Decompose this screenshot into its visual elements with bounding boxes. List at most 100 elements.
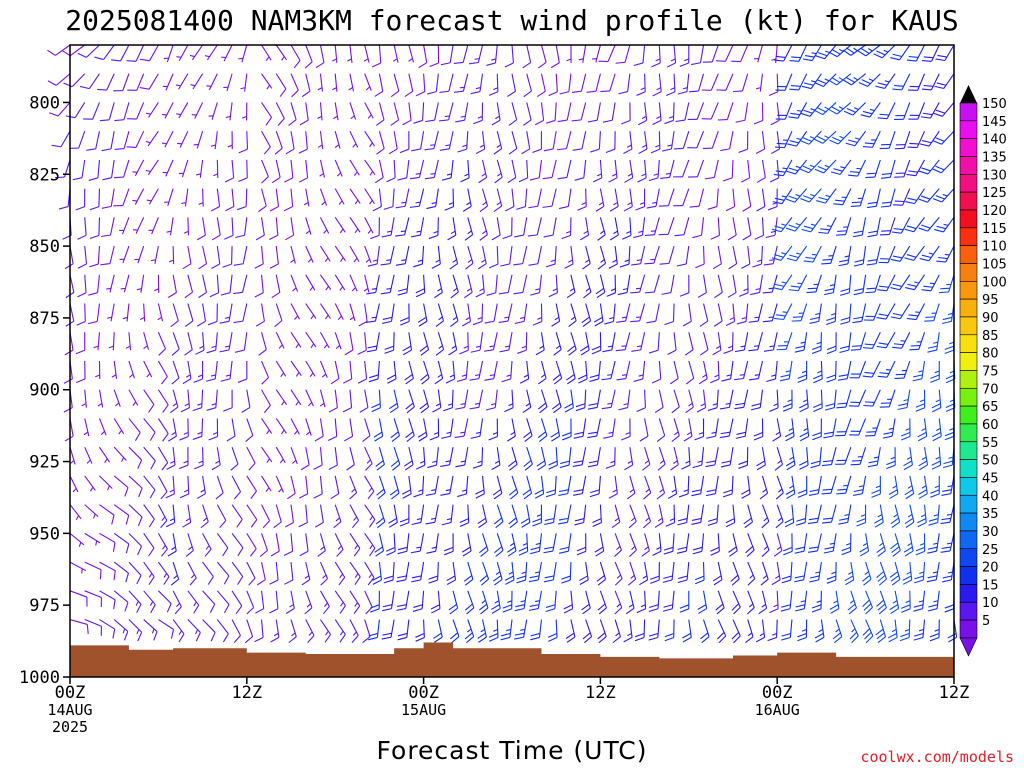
wind-barb xyxy=(113,418,125,435)
wind-barb xyxy=(814,619,825,643)
wind-barb xyxy=(582,619,593,644)
wind-barb xyxy=(589,475,601,498)
wind-barb xyxy=(319,159,325,178)
wind-barb xyxy=(64,332,74,356)
wind-barb xyxy=(715,44,734,62)
credit-text: coolwx.com/models xyxy=(860,748,1014,766)
wind-barb xyxy=(390,418,401,442)
wind-barb xyxy=(538,44,547,69)
wind-barb xyxy=(918,217,940,232)
wind-barb xyxy=(320,245,331,263)
wind-barb xyxy=(728,245,738,270)
wind-barb xyxy=(643,475,652,500)
wind-barb xyxy=(826,360,837,383)
wind-barb xyxy=(246,561,256,586)
wind-barb xyxy=(797,360,808,383)
wind-barb xyxy=(901,590,911,613)
wind-barb xyxy=(477,245,487,270)
wind-barb xyxy=(536,447,547,471)
wind-barb xyxy=(763,332,778,352)
wind-barb xyxy=(678,475,690,498)
wind-barb xyxy=(502,217,513,240)
wind-barb xyxy=(732,73,749,93)
wind-barb xyxy=(766,360,778,383)
colorbar-swatch xyxy=(959,280,978,300)
wind-barb xyxy=(364,245,372,264)
wind-barb xyxy=(722,475,734,498)
wind-barb xyxy=(658,188,675,207)
wind-barb xyxy=(89,217,101,240)
wind-barb xyxy=(317,533,326,557)
wind-barb xyxy=(685,389,694,414)
wind-barb xyxy=(558,188,572,210)
wind-barb xyxy=(772,274,793,291)
wind-barb xyxy=(836,389,852,409)
wind-barb xyxy=(167,533,177,557)
wind-barb xyxy=(908,102,926,120)
wind-barb xyxy=(384,332,395,354)
wind-barb xyxy=(143,418,156,441)
wind-barb xyxy=(788,274,808,292)
colorbar-swatch xyxy=(959,548,978,567)
wind-barb xyxy=(435,332,445,356)
wind-barb xyxy=(61,44,86,57)
wind-barb xyxy=(614,561,623,586)
wind-barb xyxy=(944,590,955,613)
wind-barb xyxy=(461,533,472,557)
wind-barb xyxy=(602,102,616,123)
wind-barb xyxy=(488,619,499,642)
wind-barb xyxy=(301,73,311,98)
colorbar-label: 135 xyxy=(982,150,1007,165)
wind-barb xyxy=(813,360,823,384)
wind-barb xyxy=(861,561,872,586)
wind-barb xyxy=(216,619,229,643)
wind-barb xyxy=(814,130,837,144)
wind-barb xyxy=(157,332,166,356)
wind-barb xyxy=(597,619,607,644)
wind-barb xyxy=(774,303,793,321)
wind-barb xyxy=(171,332,180,356)
wind-barb xyxy=(671,389,680,414)
wind-barb xyxy=(785,217,808,232)
wind-barb xyxy=(543,131,557,152)
wind-barb xyxy=(877,102,896,120)
wind-barb xyxy=(624,447,634,471)
wind-barb xyxy=(450,274,459,299)
wind-barb xyxy=(919,130,940,147)
wind-barb xyxy=(734,389,749,410)
wind-barb xyxy=(128,418,141,441)
wind-barb xyxy=(537,389,548,414)
wind-barb xyxy=(802,44,822,62)
wind-barb xyxy=(905,188,925,205)
wind-barb xyxy=(835,418,852,437)
wind-barb xyxy=(769,389,779,413)
wind-barb xyxy=(108,332,115,351)
wind-barb xyxy=(202,561,214,585)
wind-barb xyxy=(728,533,738,557)
wind-barb xyxy=(305,389,314,407)
wind-barb xyxy=(890,533,901,557)
wind-barb xyxy=(479,561,490,586)
wind-barb xyxy=(94,44,115,61)
wind-barb xyxy=(254,274,264,298)
wind-barb xyxy=(319,188,328,206)
wind-barb xyxy=(477,619,487,643)
wind-barb xyxy=(622,217,632,240)
wind-barb xyxy=(143,446,156,470)
wind-barb xyxy=(330,360,340,385)
wind-barb xyxy=(633,217,646,239)
wind-barb xyxy=(626,475,636,500)
wind-barb xyxy=(285,131,295,155)
wind-barb xyxy=(47,73,71,86)
wind-barb xyxy=(565,619,576,643)
wind-barb xyxy=(592,44,601,63)
wind-barb xyxy=(862,130,881,148)
wind-barb xyxy=(367,246,380,267)
wind-barb xyxy=(479,217,488,241)
x-axis-label: Forecast Time (UTC) xyxy=(377,736,648,765)
wind-barb xyxy=(635,188,646,211)
wind-barb xyxy=(157,561,170,585)
wind-barb xyxy=(577,188,587,211)
wind-barb xyxy=(196,159,204,178)
wind-barb xyxy=(235,332,248,353)
